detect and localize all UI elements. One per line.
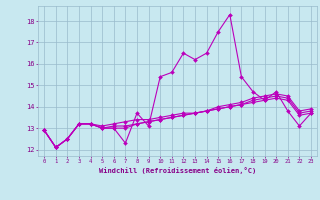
X-axis label: Windchill (Refroidissement éolien,°C): Windchill (Refroidissement éolien,°C)	[99, 167, 256, 174]
